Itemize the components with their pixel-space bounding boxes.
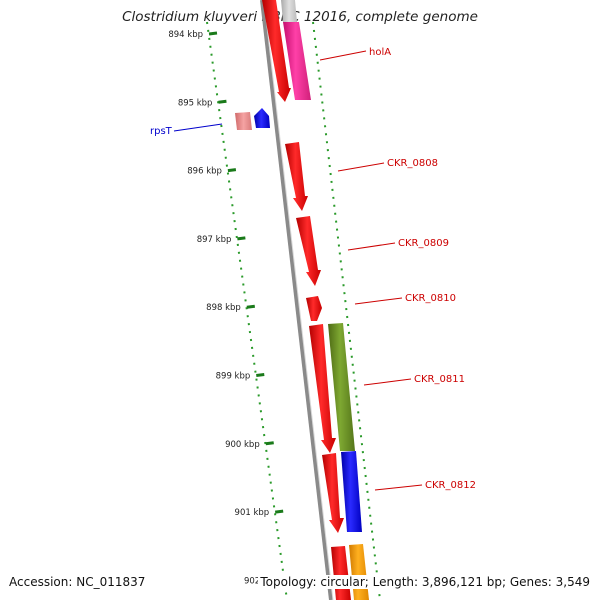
gene-label-CKR_0810[interactable]: CKR_0810 — [405, 293, 456, 304]
gene-label-CKR_0811[interactable]: CKR_0811 — [414, 374, 465, 385]
gene-feature-rpsT-blue[interactable] — [254, 108, 270, 128]
genome-summary: Topology: circular; Length: 3,896,121 bp… — [258, 575, 590, 589]
inner-dotted-track — [312, 21, 381, 600]
map-title: Clostridium kluyveri NBRC 12016, complet… — [122, 9, 478, 25]
gene-feature-grey-cap — [281, 0, 297, 22]
leader-CKR_0810 — [354, 297, 403, 305]
gene-feature-next-red[interactable] — [331, 546, 351, 600]
scale-tick-mark — [246, 304, 255, 309]
scale-tick-mark — [218, 99, 227, 104]
leader-CKR_0809 — [347, 242, 396, 251]
gene-label-CKR_0808[interactable]: CKR_0808 — [387, 158, 438, 169]
gene-feature-holA-pink[interactable] — [283, 22, 311, 100]
scale-tick-label: 900 kbp — [225, 440, 260, 450]
gene-feature-holA-red[interactable] — [262, 0, 291, 102]
leader-holA — [319, 50, 367, 61]
leader-CKR_0812 — [374, 484, 423, 491]
gene-feature-CKR_0812-red[interactable] — [322, 453, 344, 533]
genome-backbone-highlight — [263, 0, 334, 600]
gene-label-holA[interactable]: holA — [369, 47, 391, 58]
scale-tick-label: 899 kbp — [216, 372, 251, 382]
leader-CKR_0808 — [337, 162, 385, 172]
accession-label: Accession: NC_011837 — [9, 575, 146, 589]
scale-tick-mark — [237, 236, 246, 241]
outer-dotted-track — [206, 21, 288, 600]
genome-backbone — [260, 0, 333, 600]
leader-rpsT — [173, 123, 223, 132]
scale-tick-label: 894 kbp — [168, 30, 203, 40]
gene-feature-next-orange[interactable] — [349, 544, 369, 600]
scale-tick-mark — [256, 373, 265, 377]
scale-tick-label: 901 kbp — [235, 508, 270, 518]
leader-CKR_0811 — [363, 378, 412, 386]
gene-label-CKR_0809[interactable]: CKR_0809 — [398, 238, 449, 249]
gene-feature-CKR_0812-blue[interactable] — [341, 451, 362, 532]
gene-feature-CKR_0809[interactable] — [296, 216, 321, 286]
scale-tick-label: 897 kbp — [197, 235, 232, 245]
gene-label-CKR_0812[interactable]: CKR_0812 — [425, 480, 476, 491]
gene-feature-CKR_0810[interactable] — [306, 296, 322, 321]
scale-tick-mark — [208, 31, 218, 36]
gene-feature-CKR_0811-red[interactable] — [309, 324, 336, 453]
gene-feature-CKR_0808[interactable] — [285, 142, 308, 211]
gene-label-rpsT[interactable]: rpsT — [150, 126, 173, 137]
gene-feature-rpsT-light[interactable] — [235, 112, 252, 130]
scale-tick-mark — [274, 509, 284, 514]
gene-feature-CKR_0811-olive[interactable] — [328, 323, 355, 451]
scale-tick-mark — [227, 168, 237, 173]
scale-tick-mark — [265, 441, 274, 446]
scale-tick-label: 898 kbp — [206, 303, 241, 313]
scale-tick-label: 896 kbp — [187, 167, 222, 177]
scale-tick-label: 895 kbp — [178, 98, 213, 108]
